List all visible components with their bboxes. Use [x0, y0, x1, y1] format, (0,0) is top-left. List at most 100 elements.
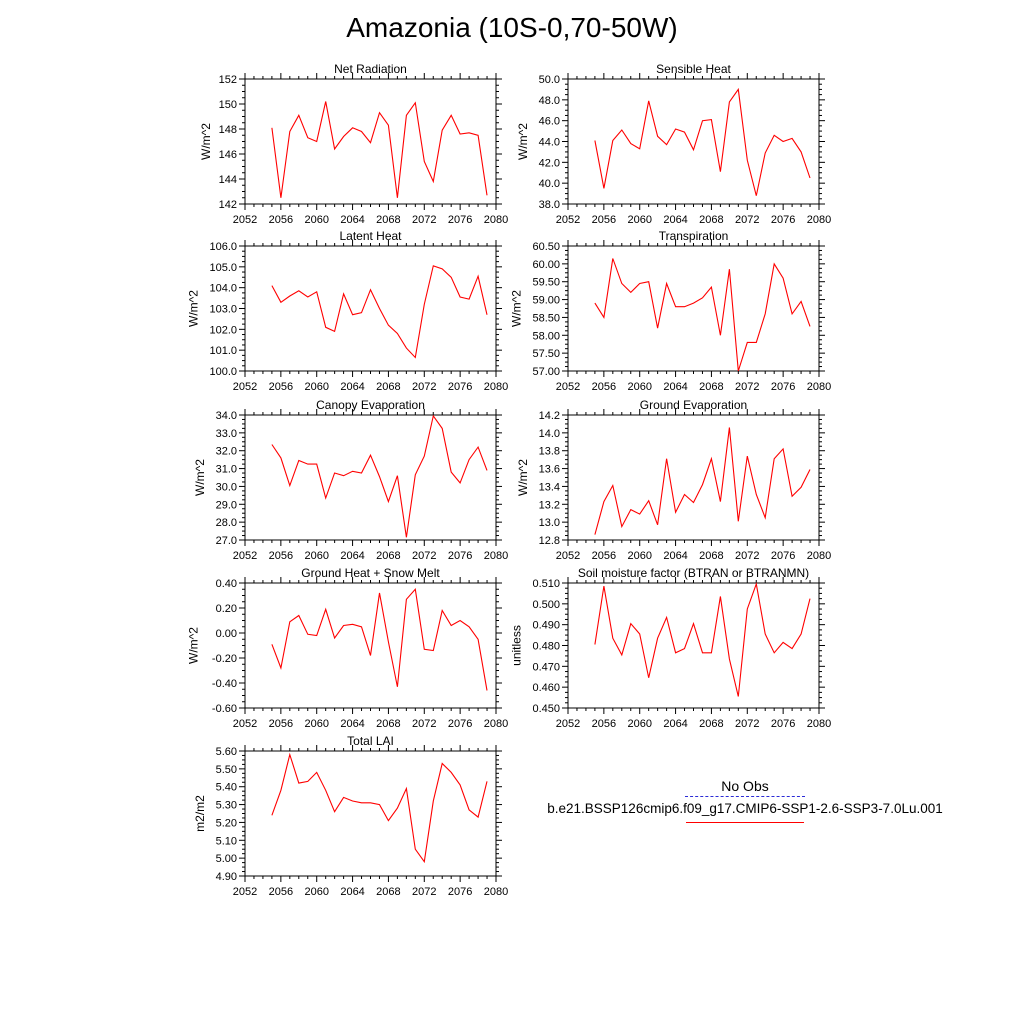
x-tick-label: 2068: [699, 718, 723, 730]
x-tick-label: 2056: [592, 550, 616, 562]
y-tick-label: 13.8: [539, 446, 560, 458]
y-tick-label: 58.00: [532, 330, 560, 342]
x-tick-label: 2072: [412, 886, 436, 898]
legend-obs-label: No Obs: [721, 778, 769, 794]
y-tick-label: 104.0: [209, 283, 237, 295]
x-tick-label: 2060: [304, 718, 328, 730]
y-tick-label: 0.500: [532, 599, 560, 611]
y-tick-label: 60.00: [532, 259, 560, 271]
plot-frame: [244, 582, 497, 709]
x-tick-label: 2052: [556, 550, 580, 562]
x-tick-label: 2068: [376, 886, 400, 898]
series-line: [271, 752, 488, 864]
y-tick-label: 30.0: [216, 481, 237, 493]
x-tick-label: 2076: [771, 214, 795, 226]
y-tick-label: 59.50: [532, 277, 560, 289]
x-tick-label: 2080: [807, 381, 831, 393]
y-axis-label: W/m^2: [510, 290, 524, 327]
y-tick-label: 0.470: [532, 661, 560, 673]
panel-title: Ground Heat + Snow Melt: [301, 566, 440, 580]
y-tick-label: 101.0: [209, 345, 237, 357]
x-tick-label: 2072: [735, 718, 759, 730]
y-tick-label: 14.0: [539, 428, 560, 440]
y-tick-label: 31.0: [216, 464, 237, 476]
panel-title: Sensible Heat: [656, 62, 731, 76]
x-tick-label: 2052: [233, 214, 257, 226]
y-tick-label: -0.20: [212, 653, 237, 665]
y-tick-label: 59.00: [532, 295, 560, 307]
y-tick-label: 28.0: [216, 517, 237, 529]
x-tick-label: 2080: [807, 718, 831, 730]
y-tick-label: 46.0: [539, 116, 560, 128]
x-tick-label: 2072: [735, 381, 759, 393]
y-tick-label: 13.2: [539, 499, 560, 511]
y-tick-label: 5.50: [216, 764, 237, 776]
legend-obs-dash: [685, 796, 805, 797]
x-tick-label: 2060: [627, 381, 651, 393]
y-tick-label: 150: [219, 99, 237, 111]
y-tick-label: 57.00: [532, 366, 560, 378]
page-title: Amazonia (10S-0,70-50W): [346, 12, 678, 43]
series-line: [271, 588, 488, 691]
y-tick-label: 152: [219, 74, 237, 86]
y-axis-label: W/m^2: [199, 123, 213, 160]
series-line: [594, 581, 811, 697]
x-tick-label: 2056: [592, 214, 616, 226]
series-line: [271, 265, 488, 359]
x-tick-label: 2080: [807, 550, 831, 562]
x-tick-label: 2080: [484, 718, 508, 730]
y-tick-label: 0.480: [532, 641, 560, 653]
legend-case-line: [686, 822, 804, 823]
y-tick-label: 13.0: [539, 517, 560, 529]
x-tick-label: 2052: [556, 214, 580, 226]
x-tick-label: 2076: [771, 550, 795, 562]
panel-title: Soil moisture factor (BTRAN or BTRANMN): [578, 566, 809, 580]
y-tick-label: 102.0: [209, 324, 237, 336]
x-tick-label: 2060: [627, 550, 651, 562]
y-tick-label: -0.60: [212, 703, 237, 715]
panel-title: Canopy Evaporation: [316, 398, 425, 412]
x-tick-label: 2056: [592, 381, 616, 393]
y-tick-label: 100.0: [209, 366, 237, 378]
y-tick-label: 34.0: [216, 410, 237, 422]
x-tick-label: 2080: [484, 550, 508, 562]
y-tick-label: 5.30: [216, 800, 237, 812]
series-line: [594, 258, 811, 372]
y-tick-label: 14.2: [539, 410, 560, 422]
x-tick-label: 2072: [412, 381, 436, 393]
panel-title: Transpiration: [659, 229, 729, 243]
y-tick-label: 4.90: [216, 871, 237, 883]
x-tick-label: 2056: [269, 214, 293, 226]
y-tick-label: 40.0: [539, 178, 560, 190]
plot-frame: [567, 78, 820, 205]
y-tick-label: 29.0: [216, 499, 237, 511]
x-tick-label: 2056: [269, 718, 293, 730]
x-tick-label: 2052: [556, 718, 580, 730]
x-tick-label: 2056: [269, 550, 293, 562]
x-tick-label: 2064: [340, 550, 364, 562]
x-tick-label: 2052: [233, 886, 257, 898]
y-tick-label: 0.490: [532, 620, 560, 632]
y-tick-label: 44.0: [539, 137, 560, 149]
panel-title: Net Radiation: [334, 62, 407, 76]
x-tick-label: 2052: [556, 381, 580, 393]
x-tick-label: 2060: [627, 214, 651, 226]
x-tick-label: 2056: [269, 381, 293, 393]
x-tick-label: 2076: [771, 381, 795, 393]
plot-frame: [244, 414, 497, 541]
y-tick-label: 33.0: [216, 428, 237, 440]
x-tick-label: 2076: [448, 886, 472, 898]
plot-frame: [244, 750, 497, 877]
x-tick-label: 2068: [699, 550, 723, 562]
y-axis-label: W/m^2: [516, 459, 530, 496]
legend-case-label: b.e21.BSSP126cmip6.f09_g17.CMIP6-SSP1-2.…: [547, 801, 943, 816]
x-tick-label: 2068: [699, 381, 723, 393]
y-tick-label: 148: [219, 124, 237, 136]
y-tick-label: 144: [219, 174, 237, 186]
x-tick-label: 2060: [304, 214, 328, 226]
y-tick-label: 0.00: [216, 628, 237, 640]
x-tick-label: 2064: [663, 718, 687, 730]
x-tick-label: 2064: [663, 550, 687, 562]
y-tick-label: 103.0: [209, 304, 237, 316]
series-line: [271, 414, 488, 538]
